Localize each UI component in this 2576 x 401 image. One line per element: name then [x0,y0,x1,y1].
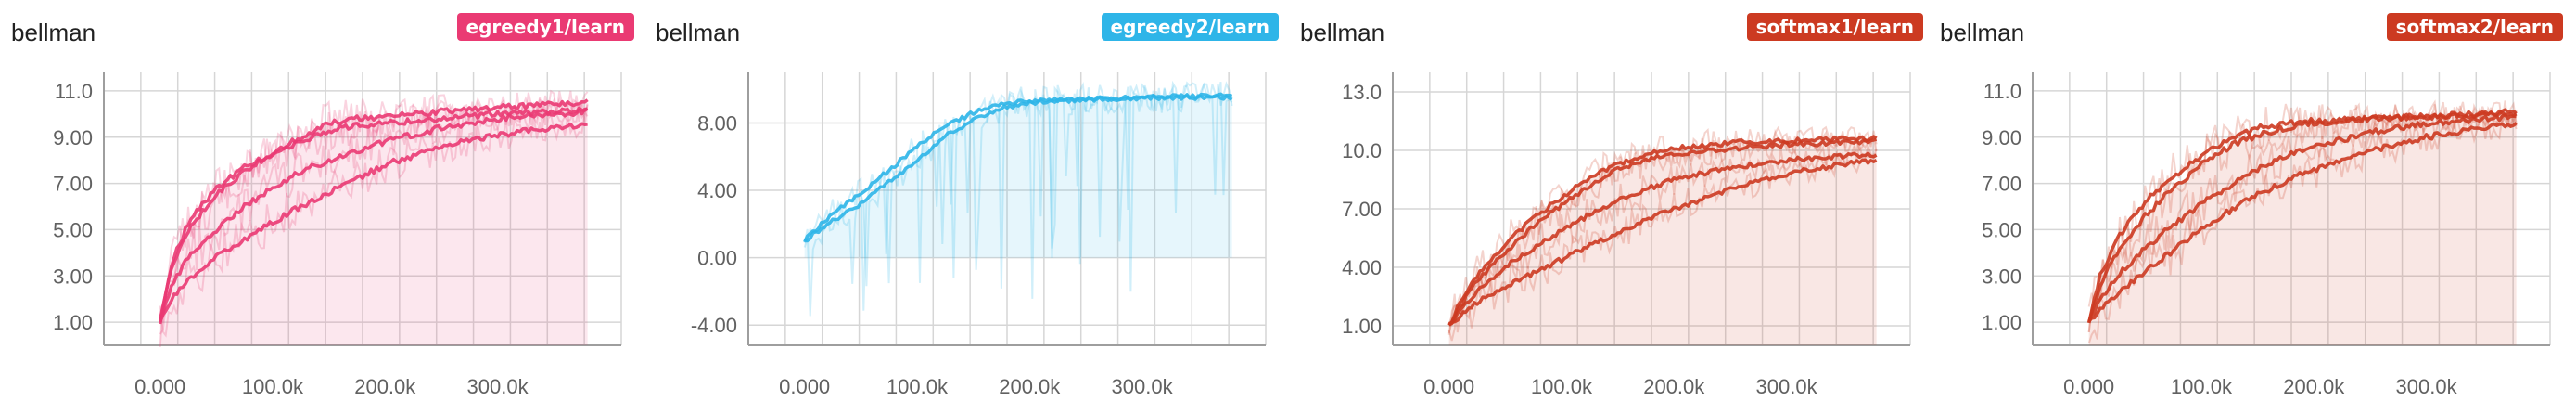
smoothed-series-line [1447,158,1878,326]
x-tick-label: 0.000 [2063,375,2114,398]
y-tick-label: -4.00 [691,314,737,337]
smoothed-series-line [158,106,589,325]
smoothed-series-line [159,122,588,323]
series-area [804,96,1232,258]
series-area [1448,138,1877,345]
y-tick-label: 1.00 [1982,311,2021,334]
raw-series-line [803,81,1233,311]
series-area [159,102,588,346]
y-tick-label: 9.00 [53,126,93,149]
y-tick-label: 13.0 [1342,81,1382,104]
smoothed-series-line [1447,137,1878,327]
raw-series-line [2087,113,2518,344]
grid [747,72,1267,345]
chart-card-egreedy1: bellman egreedy1/learn 1.00 3.00 5.00 7.00 9… [0,0,640,401]
chart-card-egreedy2: bellman egreedy2/learn -4.00 0.00 4.00 8.00… [644,0,1284,401]
y-tick-label: 5.00 [1982,218,2021,241]
chart-card-softmax2: bellman softmax2/learn 1.00 3.00 5.00 7.00 9… [1929,0,2569,401]
y-tick-label: 5.00 [53,218,93,241]
chart-card-softmax1: bellman softmax1/learn 1.00 4.00 7.00 10.0 1… [1289,0,1929,401]
y-tick-label: 3.00 [53,265,93,288]
y-tick-label: 7.00 [1342,198,1382,221]
smoothed-series-line [159,107,588,321]
x-tick-label: 300.0k [2396,375,2458,398]
y-tick-label: 4.00 [697,179,737,202]
x-tick-label: 300.0k [1756,375,1818,398]
smoothed-series-line [803,92,1233,243]
chart-plot[interactable]: 1.00 3.00 5.00 7.00 9.00 11.0 0.000 100.0k 200.0… [1929,0,2569,401]
x-tick-label: 0.000 [134,375,185,398]
x-tick-label: 200.0k [1643,375,1705,398]
y-tick-label: 11.0 [55,80,93,103]
smoothed-series-line [1448,151,1878,327]
y-tick-label: 7.00 [1982,173,2021,196]
chart-title: bellman [11,19,96,46]
y-tick-label: 7.00 [53,173,93,196]
grid [1392,72,1911,345]
x-tick-label: 200.0k [999,375,1061,398]
raw-series-line [803,80,1233,317]
y-tick-label: 10.0 [1342,139,1382,162]
chart-title: bellman [1940,19,2025,46]
run-badge[interactable]: softmax1/learn [1746,13,1923,41]
y-tick-label: 0.00 [697,247,737,270]
raw-series-line [159,97,589,324]
y-tick-label: 1.00 [1342,315,1382,338]
run-badge[interactable]: softmax2/learn [2386,13,2563,41]
x-tick-label: 0.000 [779,375,830,398]
raw-series-line [1447,125,1878,335]
x-tick-label: 100.0k [886,375,949,398]
y-tick-label: 3.00 [1982,265,2021,288]
y-tick-label: 11.0 [1983,80,2021,103]
y-tick-label: 9.00 [1982,126,2021,149]
chart-plot[interactable]: 1.00 3.00 5.00 7.00 9.00 11.0 0.000 100.0k 200.0… [0,0,640,401]
run-badge[interactable]: egreedy2/learn [1101,13,1279,41]
x-tick-label: 0.000 [1423,375,1474,398]
y-tick-label: 8.00 [697,111,737,135]
chart-plot[interactable]: 1.00 4.00 7.00 10.0 13.0 0.000 100.0k 200.0k 300… [1289,0,1929,401]
smoothed-series-line [2087,113,2517,323]
y-tick-label: 1.00 [53,311,93,334]
smoothed-series-line [2087,108,2518,324]
x-tick-label: 300.0k [467,375,529,398]
chart-title: bellman [1300,19,1385,46]
run-badge[interactable]: egreedy1/learn [456,13,634,41]
x-tick-label: 200.0k [354,375,416,398]
x-tick-label: 200.0k [2283,375,2345,398]
smoothed-series-line [1447,135,1878,327]
chart-title: bellman [656,19,741,46]
x-tick-label: 100.0k [2171,375,2233,398]
chart-plot[interactable]: -4.00 0.00 4.00 8.00 0.000 100.0k 200.0k 300.0k [644,0,1284,401]
y-tick-label: 4.00 [1342,256,1382,279]
smoothed-series-line [158,98,589,320]
x-tick-label: 100.0k [242,375,304,398]
smoothed-series-line [2087,122,2518,323]
x-tick-label: 100.0k [1531,375,1593,398]
x-tick-label: 300.0k [1112,375,1174,398]
